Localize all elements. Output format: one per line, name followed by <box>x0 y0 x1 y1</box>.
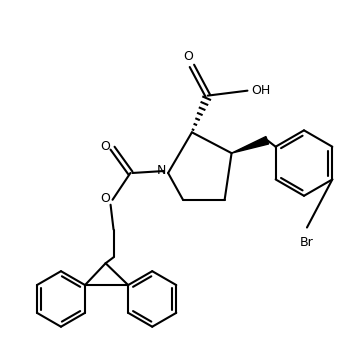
Text: O: O <box>101 192 111 205</box>
Text: OH: OH <box>252 84 271 97</box>
Polygon shape <box>231 136 269 153</box>
Text: O: O <box>101 140 111 153</box>
Text: N: N <box>157 165 166 177</box>
Text: Br: Br <box>300 236 314 249</box>
Text: O: O <box>183 50 193 63</box>
